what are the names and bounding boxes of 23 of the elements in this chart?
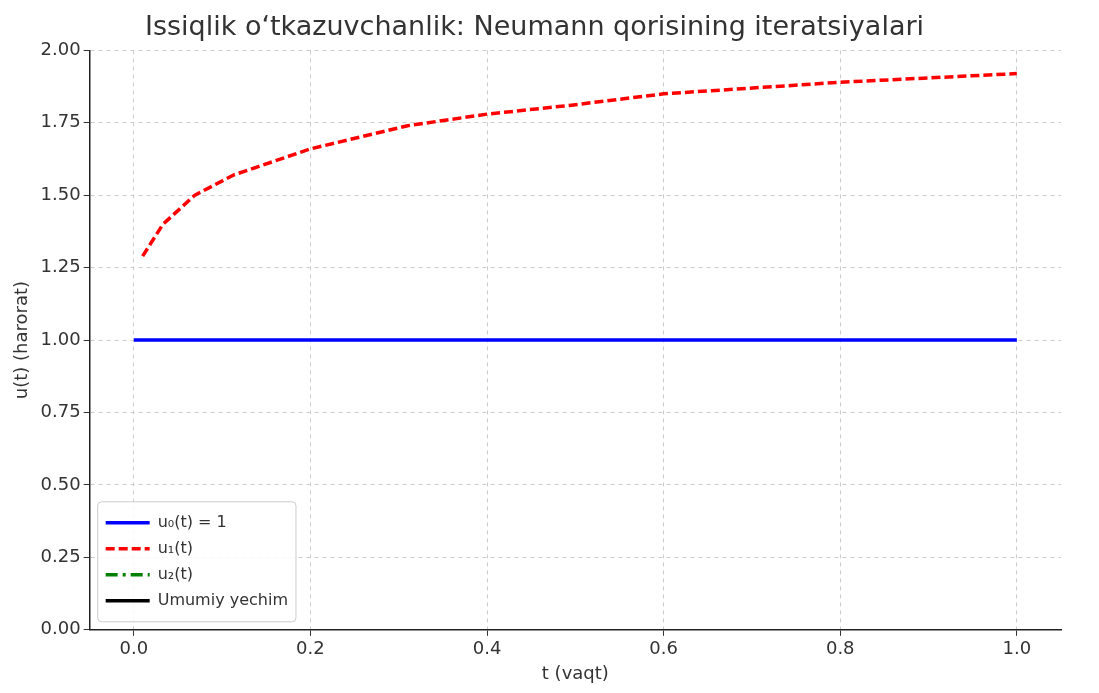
y-tick-label: 0.00 [40, 617, 81, 639]
legend-label: u₂(t) [157, 563, 193, 583]
x-axis-title: t (vaqt) [541, 661, 609, 683]
y-tick-label: 1.25 [40, 255, 81, 277]
legend-label: Umumiy yechim [157, 589, 288, 609]
y-axis-title: u(t) (harorat) [10, 280, 32, 400]
y-tick-label: 1.75 [40, 110, 81, 132]
y-tick-label: 2.00 [40, 38, 81, 60]
legend-label: u₀(t) = 1 [157, 511, 227, 531]
legend-label: u₁(t) [157, 537, 193, 557]
line-series [140, 71, 1019, 258]
x-tick-label: 0.4 [472, 637, 502, 659]
chart-title: Issiqlik o‘tkazuvchanlik: Neumann qorisining iteratsiyalari [144, 10, 925, 42]
y-tick-label: 0.25 [40, 545, 81, 567]
y-tick-label: 0.75 [40, 400, 81, 422]
x-tick-label: 0.0 [119, 637, 149, 659]
x-tick-label: 0.2 [296, 637, 325, 659]
y-tick-label: 1.00 [40, 327, 81, 349]
x-tick-label: 0.6 [649, 637, 678, 659]
y-tick-label: 0.50 [40, 472, 81, 494]
x-tick-label: 1.0 [1002, 637, 1032, 659]
x-tick-label: 0.8 [825, 637, 855, 659]
y-tick-label: 1.50 [40, 182, 81, 204]
